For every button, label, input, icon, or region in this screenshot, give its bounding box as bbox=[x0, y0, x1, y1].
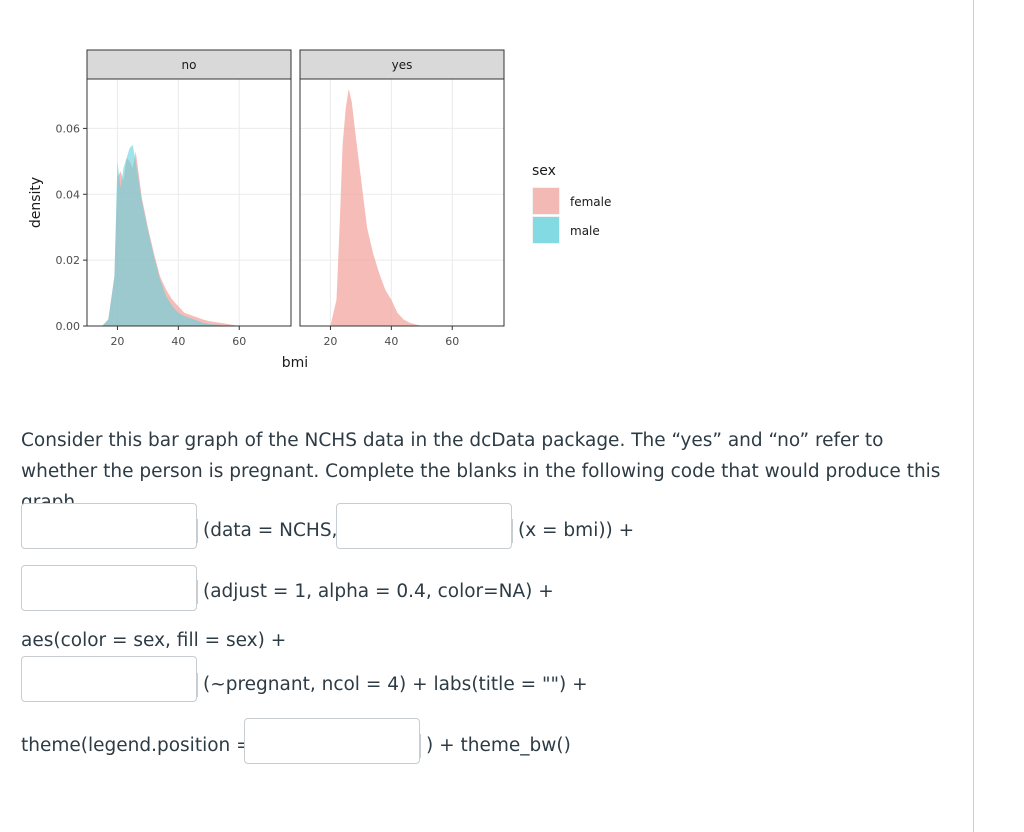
page-divider bbox=[973, 0, 974, 832]
x-axis-title: bmi bbox=[282, 355, 308, 371]
blank-1-input[interactable] bbox=[21, 503, 197, 549]
code-aes-line: aes(color = sex, fill = sex) + bbox=[21, 630, 287, 651]
panel-background bbox=[300, 79, 504, 326]
code-aes-bmi: (x = bmi)) + bbox=[512, 519, 634, 543]
legend-label-male: male bbox=[570, 224, 600, 238]
facet-strip-label: no bbox=[182, 58, 197, 72]
x-tick-label: 20 bbox=[110, 335, 124, 348]
blank-2-input[interactable] bbox=[336, 503, 512, 549]
x-tick-label: 60 bbox=[445, 335, 459, 348]
x-tick-label: 60 bbox=[232, 335, 246, 348]
density-chart: no 20 40 60 0.00 0.02 0.04 0.06 yes 20 40 60 bmi dens… bbox=[28, 49, 611, 371]
density-area-male bbox=[102, 144, 240, 326]
question-text: Consider this bar graph of the NCHS data… bbox=[21, 430, 941, 513]
legend-swatch-female bbox=[533, 188, 559, 214]
legend-title: sex bbox=[532, 163, 556, 179]
x-tick-label: 40 bbox=[171, 335, 185, 348]
facet-panel-yes: yes 20 40 60 bbox=[299, 49, 505, 348]
code-theme-prefix: theme(legend.position = bbox=[21, 735, 252, 756]
y-axis-title: density bbox=[28, 177, 44, 228]
y-tick-label: 0.04 bbox=[56, 188, 81, 201]
facet-strip bbox=[299, 49, 505, 80]
blank-5-input[interactable] bbox=[244, 718, 420, 764]
y-tick-label: 0.06 bbox=[56, 122, 81, 135]
code-theme-suffix: ) + theme_bw() bbox=[420, 734, 571, 758]
blank-3-input[interactable] bbox=[21, 565, 197, 611]
panel-border bbox=[86, 78, 292, 327]
panel-border bbox=[299, 78, 505, 327]
y-tick-label: 0.02 bbox=[56, 254, 81, 267]
code-data-nchs: (data = NCHS, bbox=[197, 519, 337, 543]
blank-4-input[interactable] bbox=[21, 656, 197, 702]
x-tick-label: 20 bbox=[323, 335, 337, 348]
density-area-female bbox=[330, 88, 422, 327]
facet-strip-label: yes bbox=[392, 58, 413, 72]
code-facet-args: (~pregnant, ncol = 4) + labs(title = "")… bbox=[197, 673, 588, 697]
legend-swatch-male bbox=[533, 217, 559, 243]
legend-label-female: female bbox=[570, 195, 611, 209]
code-density-args: (adjust = 1, alpha = 0.4, color=NA) + bbox=[197, 580, 554, 604]
facet-strip bbox=[86, 49, 292, 80]
y-tick-label: 0.00 bbox=[56, 320, 81, 333]
legend: sex female male bbox=[532, 163, 611, 244]
facet-panel-no: no 20 40 60 0.00 0.02 0.04 0.06 bbox=[56, 49, 292, 348]
x-tick-label: 40 bbox=[384, 335, 398, 348]
chart-root: no 20 40 60 0.00 0.02 0.04 0.06 yes 20 40 60 bmi dens… bbox=[28, 49, 611, 371]
